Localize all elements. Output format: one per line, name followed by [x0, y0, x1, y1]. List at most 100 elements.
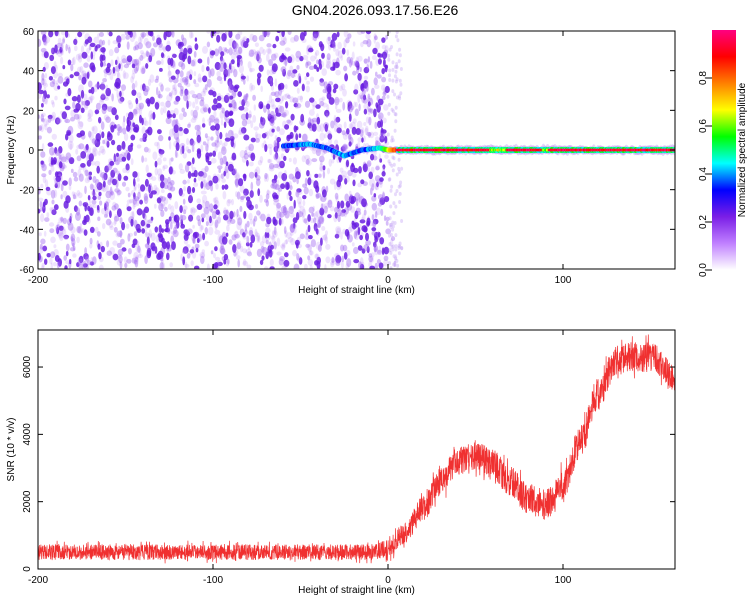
noise-point — [313, 180, 319, 189]
noise-point — [292, 176, 297, 183]
noise-point — [356, 62, 360, 71]
noise-point — [222, 155, 227, 165]
noise-point — [87, 151, 93, 158]
noise-point — [83, 229, 88, 236]
noise-point — [393, 74, 397, 79]
noise-point — [193, 177, 197, 183]
noise-point — [335, 48, 340, 57]
noise-point — [208, 89, 214, 96]
noise-point — [40, 112, 46, 118]
noise-point — [87, 260, 92, 266]
noise-point — [203, 103, 209, 113]
noise-point — [270, 77, 273, 86]
noise-point — [152, 151, 158, 160]
noise-point — [208, 180, 213, 187]
noise-point — [196, 149, 202, 159]
noise-point — [190, 109, 194, 117]
noise-point — [353, 246, 359, 255]
noise-point — [194, 95, 199, 105]
noise-point — [187, 100, 192, 107]
noise-point — [207, 175, 212, 184]
noise-point — [122, 167, 127, 173]
noise-point — [186, 138, 190, 146]
noise-point — [167, 181, 173, 191]
noise-point — [374, 175, 381, 182]
noise-point — [374, 248, 379, 256]
noise-point — [240, 75, 246, 80]
noise-point — [202, 141, 207, 146]
colorbar-tick-label: 0.0 — [698, 263, 709, 277]
noise-point — [268, 165, 275, 172]
noise-point — [372, 218, 379, 225]
noise-point — [306, 72, 310, 78]
noise-point — [179, 142, 186, 149]
noise-point — [158, 42, 163, 48]
noise-point — [354, 210, 359, 220]
noise-point — [150, 232, 156, 242]
noise-point — [140, 52, 146, 59]
noise-point — [322, 203, 326, 208]
noise-point — [383, 215, 387, 222]
noise-point — [181, 77, 188, 83]
noise-point — [352, 70, 357, 76]
noise-point — [263, 174, 267, 182]
noise-point — [99, 32, 104, 37]
noise-point — [159, 200, 166, 207]
noise-point — [233, 106, 238, 112]
noise-point — [247, 251, 252, 257]
noise-point — [180, 85, 184, 92]
noise-point — [198, 171, 204, 177]
noise-point — [284, 47, 291, 52]
noise-point — [137, 57, 141, 66]
noise-point — [266, 216, 272, 225]
noise-point — [333, 114, 337, 123]
noise-point — [157, 129, 162, 135]
noise-point — [106, 31, 111, 36]
noise-point — [297, 73, 301, 81]
noise-point — [350, 196, 357, 203]
noise-point — [389, 232, 393, 237]
noise-point — [263, 266, 269, 269]
noise-point — [100, 245, 106, 253]
noise-point — [315, 192, 322, 198]
noise-point — [207, 118, 213, 123]
noise-point — [116, 56, 120, 64]
noise-point — [184, 263, 190, 268]
noise-point — [202, 45, 208, 54]
noise-point — [379, 135, 385, 143]
noise-point — [46, 212, 50, 218]
noise-point — [324, 109, 330, 117]
noise-point — [85, 143, 89, 151]
noise-point — [369, 60, 373, 69]
noise-point — [206, 263, 210, 269]
noise-point — [89, 261, 95, 266]
noise-point — [138, 36, 142, 45]
noise-point — [103, 172, 108, 181]
noise-point — [356, 31, 363, 35]
noise-point — [333, 61, 340, 69]
noise-point — [383, 255, 389, 261]
noise-point — [255, 178, 261, 187]
noise-point — [326, 36, 331, 45]
noise-point — [145, 41, 152, 49]
noise-point — [269, 266, 275, 269]
noise-point — [181, 34, 184, 41]
noise-point — [393, 112, 397, 117]
noise-point — [80, 100, 84, 110]
noise-point — [394, 119, 398, 124]
noise-point — [357, 182, 363, 188]
noise-point — [358, 103, 361, 112]
noise-point — [182, 111, 187, 118]
noise-point — [178, 61, 184, 68]
noise-point — [121, 221, 126, 231]
noise-point — [183, 93, 188, 102]
noise-point — [377, 52, 381, 58]
noise-point — [178, 127, 183, 132]
noise-point — [133, 259, 137, 265]
noise-point — [53, 189, 58, 198]
noise-point — [366, 246, 370, 254]
noise-point — [398, 47, 402, 52]
noise-point — [204, 240, 210, 247]
noise-point — [146, 172, 152, 178]
noise-point — [41, 173, 47, 178]
